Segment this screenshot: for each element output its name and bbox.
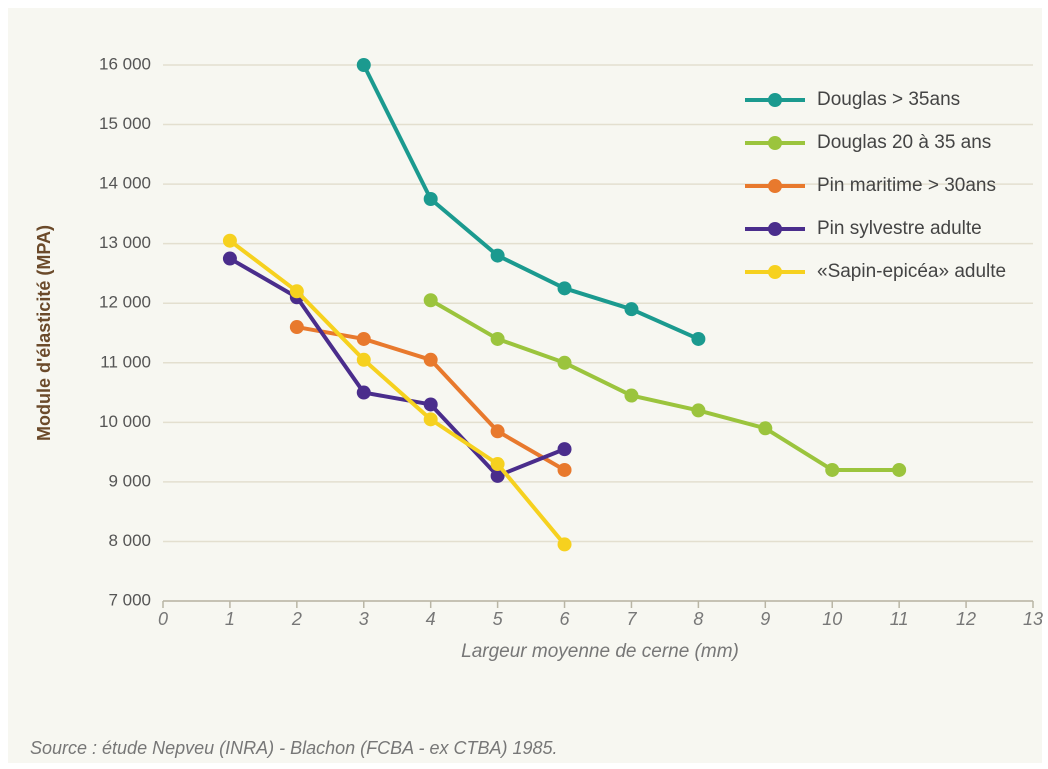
series-line (228, 239, 567, 546)
series-line (429, 298, 900, 472)
data-point (758, 421, 773, 436)
data-point (289, 284, 304, 299)
legend-label: Pin maritime > 30ans (817, 175, 996, 196)
x-tick-label: 0 (158, 609, 168, 629)
data-point (557, 537, 572, 552)
data-point (825, 462, 840, 477)
data-point (624, 302, 639, 317)
data-point (222, 233, 237, 248)
data-point (356, 352, 371, 367)
x-tick-label: 6 (560, 609, 571, 629)
x-tick-label: 4 (426, 609, 436, 629)
x-tick-label: 1 (225, 609, 235, 629)
data-point (356, 385, 371, 400)
data-point (423, 397, 438, 412)
series-line (228, 256, 566, 478)
data-point (490, 457, 505, 472)
data-point (624, 388, 639, 403)
source: Source : étude Nepveu (INRA) - Blachon (… (30, 738, 558, 758)
y-tick-label: 13 000 (99, 233, 151, 252)
y-axis-label: Module d'élasticité (MPA) (34, 225, 54, 441)
x-tick-label: 5 (493, 609, 504, 629)
x-tick-label: 7 (626, 609, 637, 629)
legend-label: Douglas 20 à 35 ans (817, 132, 991, 153)
data-point (691, 403, 706, 418)
data-point (222, 251, 237, 266)
data-point (490, 424, 505, 439)
legend-marker (768, 93, 782, 107)
x-axis-label: Largeur moyenne de cerne (mm) (461, 641, 739, 662)
x-tick-label: 2 (291, 609, 302, 629)
data-point (356, 58, 371, 72)
data-point (490, 331, 505, 346)
y-tick-label: 15 000 (99, 114, 151, 133)
data-point (691, 331, 706, 346)
x-tick-label: 10 (822, 609, 842, 629)
data-point (490, 468, 505, 483)
data-point (557, 462, 572, 477)
data-point (423, 352, 438, 367)
data-point (289, 320, 304, 335)
y-tick-label: 11 000 (100, 352, 151, 371)
y-tick-label: 16 000 (99, 54, 151, 73)
legend-label: «Sapin-epicéa» adulte (817, 261, 1006, 282)
y-tick-label: 7 000 (108, 590, 151, 609)
data-point (423, 192, 438, 206)
data-point (557, 355, 572, 370)
legend-marker (768, 222, 782, 236)
x-tick-label: 13 (1023, 609, 1043, 629)
background (8, 8, 1042, 763)
y-tick-label: 9 000 (108, 471, 151, 490)
x-tick-label: 3 (359, 609, 369, 629)
legend-label: Douglas > 35ans (817, 89, 960, 110)
x-tick-label: 8 (693, 609, 703, 629)
legend-label: Pin sylvestre adulte (817, 218, 982, 239)
y-tick-label: 14 000 (99, 174, 151, 193)
y-tick-label: 12 000 (99, 293, 151, 312)
data-point (557, 281, 572, 296)
data-point (557, 442, 572, 457)
x-tick-label: 9 (760, 609, 770, 629)
legend-marker (768, 136, 782, 150)
data-point (423, 412, 438, 427)
data-point (356, 331, 371, 346)
legend-marker (768, 265, 782, 279)
y-tick-label: 10 000 (99, 412, 151, 431)
legend-marker (768, 179, 782, 193)
x-tick-label: 11 (890, 609, 909, 629)
data-point (892, 462, 907, 477)
y-tick-label: 8 000 (108, 531, 151, 550)
x-tick-label: 12 (956, 609, 976, 629)
data-point (490, 248, 505, 263)
data-point (423, 293, 438, 308)
series-line (361, 64, 700, 341)
